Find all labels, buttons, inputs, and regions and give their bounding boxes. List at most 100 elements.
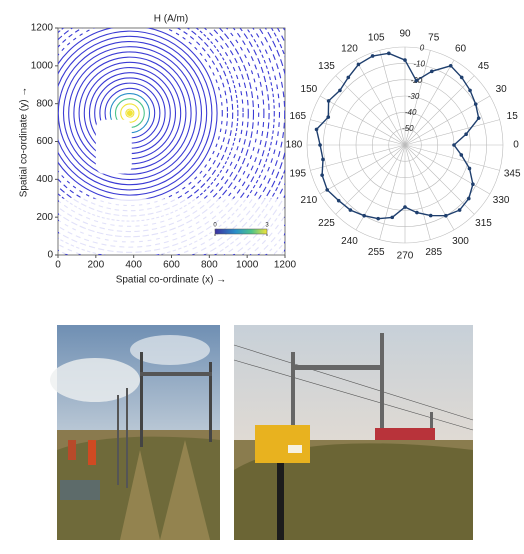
contour-ring [120, 103, 140, 123]
angle-tick-label: 75 [428, 32, 440, 43]
polar-point [448, 63, 453, 68]
x-tick-label: 600 [163, 260, 180, 271]
polar-point [387, 51, 391, 56]
polar-point [326, 115, 331, 119]
polar-point [471, 182, 475, 186]
angle-tick-label: 240 [341, 236, 358, 247]
angle-tick-label: 210 [301, 195, 318, 206]
y-tick-label: 800 [36, 98, 53, 109]
polar-point [325, 188, 330, 192]
polar-point [473, 102, 478, 106]
polar-point [428, 213, 433, 218]
polar-point [452, 143, 456, 147]
polar-point [467, 196, 471, 201]
polar-point [464, 132, 468, 137]
angle-tick-label: 255 [368, 247, 385, 258]
angle-tick-label: 270 [397, 251, 414, 262]
angle-tick-label: 135 [318, 61, 335, 72]
contour-ring [68, 51, 192, 175]
y-tick-label: 1000 [31, 60, 54, 71]
photo-right [233, 325, 474, 540]
angle-tick-label: 285 [425, 247, 442, 258]
y-tick-label: 400 [36, 174, 53, 185]
angle-tick-label: 30 [496, 84, 508, 95]
colorbar [214, 228, 268, 235]
angle-tick-label: 90 [399, 29, 411, 40]
radial-tick-label: -10 [413, 60, 425, 69]
angle-tick-label: 165 [289, 111, 306, 122]
polar-point [430, 69, 434, 74]
contour-ring [58, 28, 234, 217]
obstacle [95, 119, 132, 174]
radial-tick-label: -40 [405, 108, 417, 117]
angle-tick-label: 0 [513, 140, 519, 151]
radial-grid [388, 128, 422, 162]
contour-ring [58, 28, 280, 255]
polar-point [415, 210, 419, 215]
contour-ring [58, 30, 213, 196]
radial-grid [306, 46, 504, 244]
angle-tick-label: 120 [341, 44, 358, 55]
photo-left [50, 325, 220, 540]
polar-point [370, 54, 375, 58]
polar-point [459, 153, 464, 157]
angle-tick-label: 345 [504, 168, 521, 179]
angle-tick-label: 150 [301, 84, 318, 95]
polar-point [444, 213, 448, 218]
lower-field [59, 198, 284, 254]
polar-point [338, 88, 342, 93]
polar-line [315, 52, 480, 220]
polar-point [457, 208, 462, 212]
x-tick-label: 0 [55, 260, 61, 271]
y-tick-label: 1200 [31, 23, 54, 34]
x-tick-label: 200 [87, 260, 104, 271]
contour-title: H (A/m) [154, 14, 188, 25]
polar-point [336, 198, 341, 203]
colorbar-tick-label: 3 [265, 223, 269, 229]
polar-point [476, 116, 481, 120]
polar-point [321, 157, 325, 162]
angle-tick-label: 15 [507, 111, 519, 122]
polar-point [376, 216, 380, 221]
x-tick-label: 1000 [236, 260, 259, 271]
contour-ring [58, 35, 208, 191]
polar-point [390, 215, 395, 220]
contour-ring [58, 28, 223, 207]
radial-tick-label: 0 [420, 44, 425, 53]
polar-point [362, 213, 366, 218]
contour-ring [58, 40, 203, 186]
angle-tick-label: 315 [475, 218, 492, 229]
radial-tick-label: -30 [408, 92, 420, 101]
polar-point [459, 75, 464, 80]
polar-point [318, 143, 322, 147]
angle-tick-label: 105 [368, 32, 385, 43]
polar-point [346, 75, 351, 80]
polar-point [326, 99, 331, 103]
source [126, 110, 133, 117]
polar-point [348, 208, 353, 212]
polar-point [314, 127, 319, 132]
x-tick-label: 1200 [274, 260, 297, 271]
polar-point [467, 166, 472, 171]
y-axis-label: Spatial co-ordinate (y) → [19, 87, 30, 198]
polar-point [414, 78, 419, 83]
colorbar-tick-label: 0 [213, 223, 217, 229]
polar-point [403, 205, 407, 209]
y-tick-label: 600 [36, 136, 53, 147]
angle-tick-label: 300 [452, 236, 469, 247]
angle-tick-label: 45 [478, 61, 490, 72]
contour-ring [58, 28, 239, 222]
radial-grid [372, 112, 438, 178]
angle-tick-label: 225 [318, 218, 335, 229]
contour-ring [58, 28, 260, 243]
polar-point [356, 62, 361, 67]
polar-point [468, 88, 472, 93]
radial-tick-label: -50 [402, 124, 414, 133]
contour-ring [58, 28, 285, 255]
contour-ring [62, 46, 197, 181]
radial-grid [323, 63, 487, 227]
contour-ring [58, 28, 275, 255]
contour-ring [58, 28, 229, 212]
radial-grid [339, 79, 471, 211]
polar-point [403, 58, 407, 62]
